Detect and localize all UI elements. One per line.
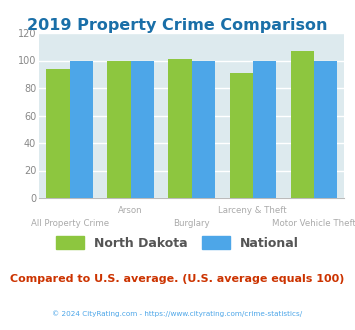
Bar (192, 60, 215, 198)
Bar (70, 60, 93, 198)
Bar (169, 59, 192, 198)
Text: 2019 Property Crime Comparison: 2019 Property Crime Comparison (27, 18, 328, 33)
Bar (47, 69, 70, 198)
Text: All Property Crime: All Property Crime (31, 219, 109, 228)
Text: Compared to U.S. average. (U.S. average equals 100): Compared to U.S. average. (U.S. average … (10, 274, 345, 284)
Bar (314, 60, 337, 198)
Text: Motor Vehicle Theft: Motor Vehicle Theft (272, 219, 355, 228)
Legend: North Dakota, National: North Dakota, National (56, 236, 299, 249)
Text: Larceny & Theft: Larceny & Theft (218, 206, 287, 215)
Bar (291, 51, 314, 198)
Bar (230, 73, 253, 198)
Bar (253, 60, 276, 198)
Text: © 2024 CityRating.com - https://www.cityrating.com/crime-statistics/: © 2024 CityRating.com - https://www.city… (53, 311, 302, 317)
Bar (131, 60, 154, 198)
Bar (108, 60, 131, 198)
Text: Burglary: Burglary (173, 219, 210, 228)
Text: Arson: Arson (118, 206, 143, 215)
